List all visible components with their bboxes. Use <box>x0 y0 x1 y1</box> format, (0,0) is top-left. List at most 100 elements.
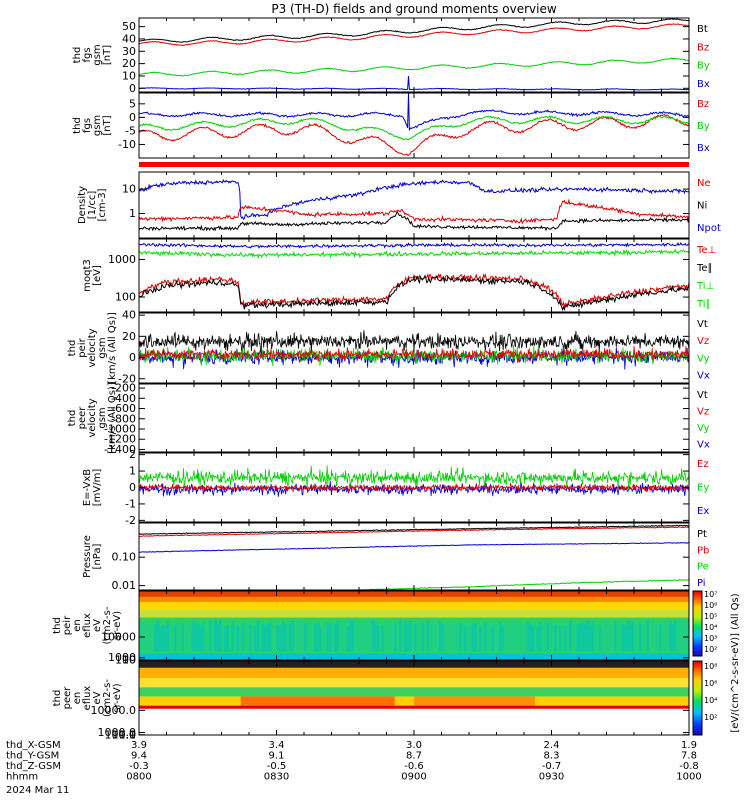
spectrogram-cell <box>264 625 267 652</box>
y-axis-label: peer <box>77 406 88 430</box>
spectrogram-cell <box>514 622 517 652</box>
y-axis-label: E=-VxB <box>82 469 93 506</box>
series-Pi <box>139 542 689 553</box>
spectrogram-cell <box>234 624 237 652</box>
x-tick-label: -0.7 <box>542 761 562 772</box>
y-axis-label: eflux <box>82 686 93 711</box>
legend-Pb: Pb <box>697 545 709 556</box>
colorbar-tick: 10⁷ <box>704 590 717 599</box>
spectrogram-cell <box>184 625 187 652</box>
spectrogram-cell <box>366 626 370 652</box>
spectrogram-cell <box>291 620 295 652</box>
spectrogram-cell <box>214 619 217 652</box>
spectrogram-cell <box>461 622 465 652</box>
spectrogram-cell <box>584 622 587 652</box>
y-tick-label: 10.0 <box>112 728 137 741</box>
y-axis-label: [nT] <box>102 45 113 65</box>
spectrogram-cell <box>541 626 545 652</box>
x-tick-label: 9.4 <box>131 751 147 762</box>
spectrogram-cell <box>674 620 677 652</box>
spectrogram-cell <box>416 620 420 652</box>
spectrogram-cell <box>349 620 352 652</box>
spectrogram-cell <box>369 620 372 652</box>
spectrogram-cell <box>534 621 537 652</box>
y-tick-label: 30 <box>122 45 136 58</box>
spectrogram-cell <box>621 624 625 652</box>
spectrogram-cell <box>399 620 402 652</box>
band-orange <box>139 667 689 679</box>
spectrogram-cell <box>156 620 160 652</box>
legend-Ni: Ni <box>697 200 707 211</box>
spectrogram-cell <box>524 623 527 652</box>
y-axis-label: thd <box>67 410 78 427</box>
spectrogram-cell <box>516 623 520 652</box>
lines-temperature <box>139 241 689 312</box>
y-tick-label: 1000 <box>108 651 136 664</box>
series-Bz <box>139 23 689 47</box>
series-Bt <box>139 18 689 43</box>
spectrogram-cell <box>596 625 600 652</box>
y-tick-label: 1 <box>129 207 136 220</box>
spectrogram-cell <box>644 623 647 652</box>
date-label: 2024 Mar 11 <box>6 785 69 796</box>
spectrogram-cell <box>196 622 200 652</box>
colorbar-tick: 10² <box>704 713 717 722</box>
spectrogram-cell <box>364 620 367 652</box>
y-tick-label: 40 <box>122 32 136 45</box>
y-axis-label: [1/cc] <box>87 191 98 220</box>
spectrogram-cell <box>341 620 345 652</box>
y-axis-label: en <box>72 619 83 632</box>
spectrogram-cell <box>281 621 285 652</box>
spectrogram-cell <box>334 623 337 652</box>
y-axis-label: [nT] <box>102 115 113 135</box>
x-tick-label: 3.9 <box>131 740 147 751</box>
spectrogram-cell <box>221 625 225 652</box>
spectrogram-cell <box>459 622 462 652</box>
spectrogram-cell <box>649 621 652 652</box>
spectrogram-cell <box>346 626 350 652</box>
spectrogram-cell <box>149 624 152 652</box>
colorbar-tick: 10⁴ <box>704 623 717 632</box>
colorbar-tick: 10⁶ <box>704 601 717 610</box>
spectrogram-cell <box>486 623 490 652</box>
lines-pressure <box>139 524 689 590</box>
spectrogram-cell <box>411 624 415 652</box>
panel-density: 10 1 Density [1/cc] [cm-3] Ne Ni Npot <box>77 171 721 239</box>
panel-frame <box>138 17 690 93</box>
spectrogram-cell <box>456 623 460 652</box>
spectrogram-cell <box>226 625 230 652</box>
spectrogram-cell <box>276 625 280 652</box>
legend-Bx: Bx <box>697 143 710 154</box>
y-tick-label: -1200 <box>104 433 136 446</box>
spectrogram-cell <box>669 620 672 652</box>
spectrogram-cell <box>266 623 270 652</box>
spectrogram-cell <box>314 624 317 652</box>
y-tick-label: 20 <box>122 57 136 70</box>
spectrogram-cell <box>171 621 175 652</box>
y-tick-label: 0.1 <box>119 728 137 741</box>
spectrogram-cell <box>251 620 255 652</box>
series-Ni <box>139 211 689 232</box>
colorbar-bottom <box>692 660 703 736</box>
spectrogram-cell <box>474 623 477 652</box>
spectrogram-cell <box>409 620 412 652</box>
spectrogram-cell <box>614 621 617 652</box>
panel-pressure: 0.10 0.01 Pressure [nPa] Pt Pb Pe Pi <box>82 522 709 592</box>
spectrogram-cell <box>581 622 585 652</box>
y-tick-label: 50 <box>122 20 136 33</box>
spectrogram-cell <box>164 625 167 652</box>
spectrogram-cell <box>506 622 510 652</box>
y-axis-label: [eV] <box>92 265 103 286</box>
spectrogram-cell <box>441 623 445 652</box>
y-tick-label: 10000.0 <box>91 704 137 717</box>
spectrogram-cell <box>326 622 330 652</box>
panel-temperature: 1000 100 moqt3 [eV] Te⊥ Te∥ Ti⊥ Ti∥ <box>82 238 716 313</box>
spectrogram-cell <box>201 622 205 652</box>
spectrogram-cell <box>306 624 310 652</box>
y-tick-label: -20 <box>118 372 136 385</box>
y-axis-label: [nPa] <box>92 543 103 569</box>
y-tick-label: 1000.0 <box>98 726 137 739</box>
status-bar <box>139 162 689 167</box>
spectrogram-cell <box>311 621 315 652</box>
